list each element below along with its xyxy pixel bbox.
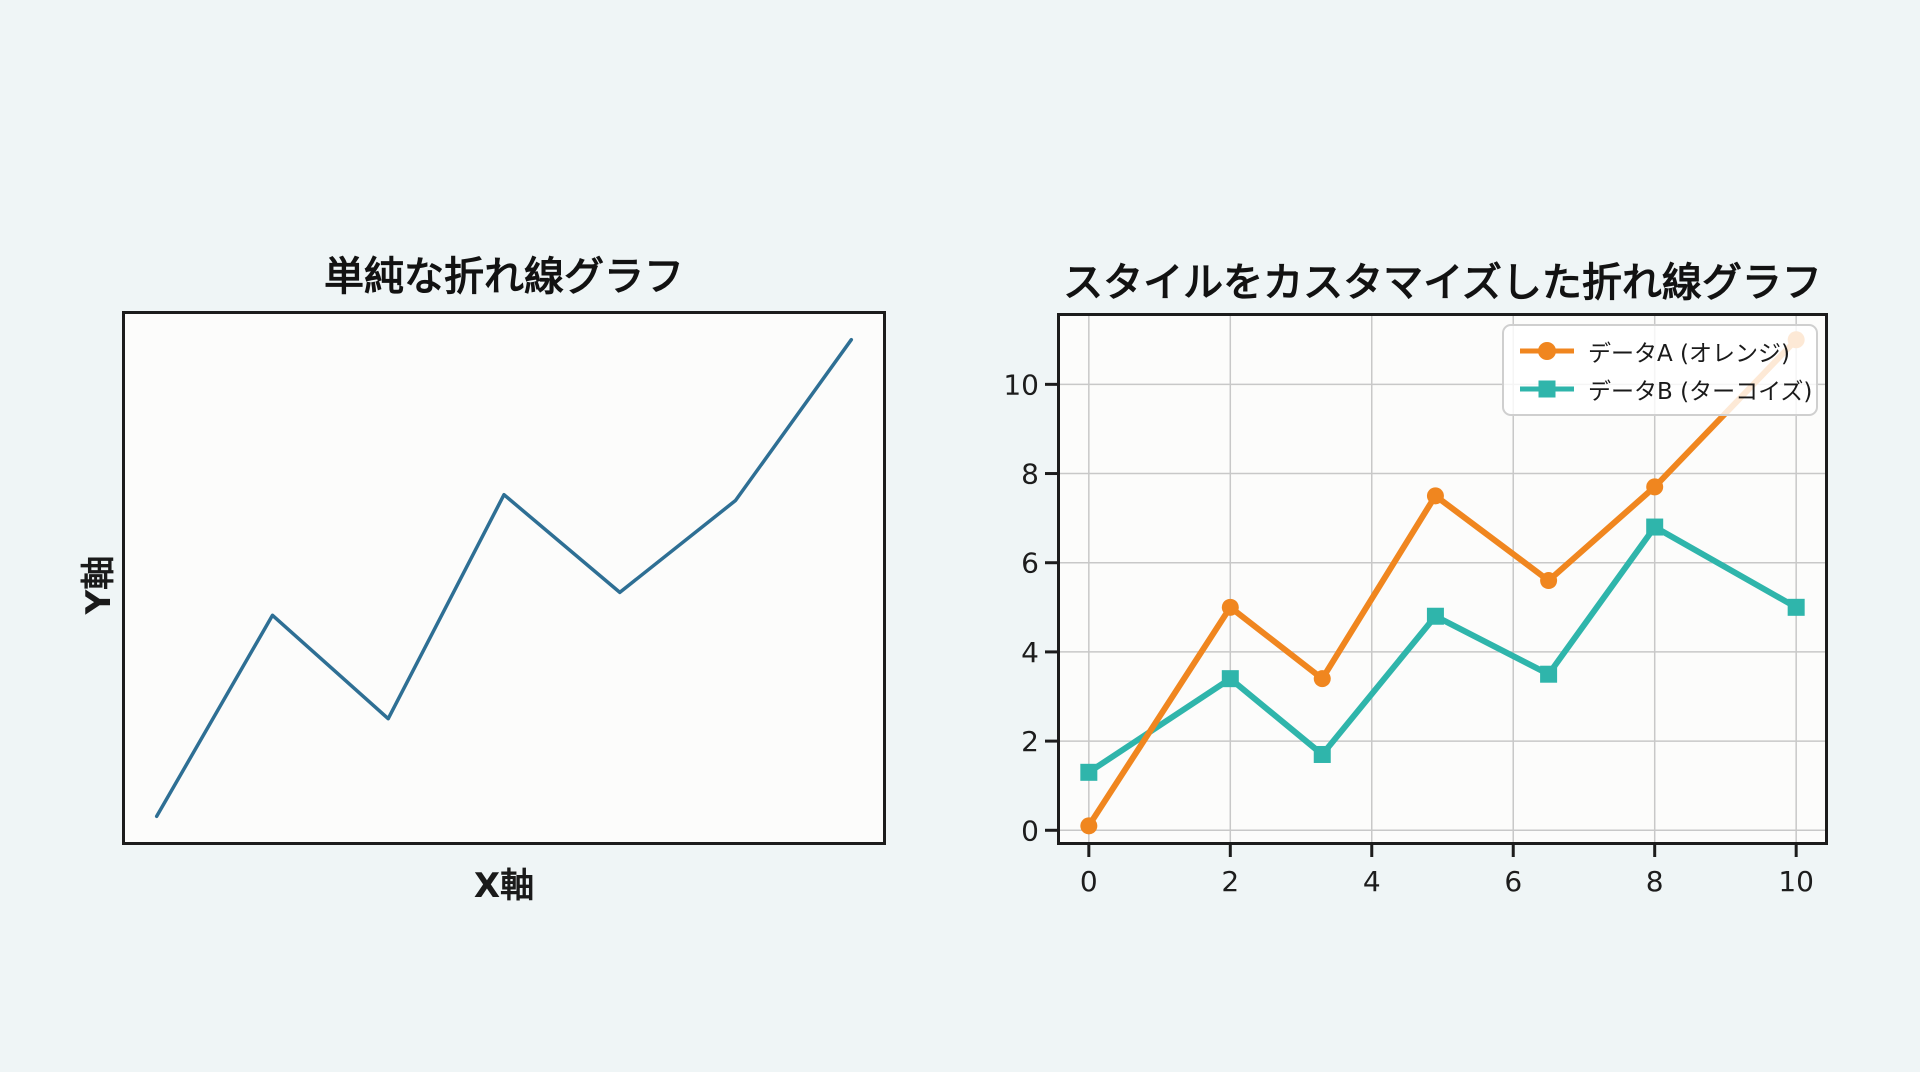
series-a-legend-marker-icon: [1520, 342, 1574, 360]
data-point-marker: [1540, 572, 1558, 590]
left-chart-svg: [122, 311, 886, 845]
series-b-legend-marker-icon: [1520, 380, 1574, 398]
data-point-marker: [1221, 598, 1239, 616]
x-tick-label: 2: [1221, 865, 1239, 898]
data-point-marker: [1313, 745, 1331, 763]
data-point-marker: [1080, 817, 1098, 835]
data-point-marker: [1426, 607, 1444, 625]
legend-item-series-b: データB (ターコイズ): [1518, 372, 1812, 406]
data-point-marker: [1646, 478, 1664, 496]
data-point-marker: [1646, 518, 1664, 536]
y-tick-label: 0: [1021, 814, 1039, 847]
left-plot-area: [122, 311, 886, 845]
right-plot-border: [1057, 313, 1828, 845]
data-point-marker: [1313, 670, 1331, 688]
x-tick-label: 4: [1363, 865, 1381, 898]
legend-item-series-a: データA (オレンジ): [1518, 334, 1802, 368]
x-tick-label: 6: [1504, 865, 1522, 898]
legend-label-series-b: データB (ターコイズ): [1588, 379, 1813, 405]
y-tick-label: 10: [1003, 368, 1039, 401]
simple-line-series: [154, 337, 854, 819]
y-tick-label: 4: [1021, 636, 1039, 669]
chart-legend: データA (オレンジ) データB (ターコイズ): [1502, 324, 1818, 416]
y-tick-label: 8: [1021, 458, 1039, 491]
left-chart-title: 単純な折れ線グラフ: [324, 254, 684, 300]
y-tick-label: 2: [1021, 725, 1039, 758]
x-tick-label: 0: [1080, 865, 1098, 898]
y-tick-label: 6: [1021, 547, 1039, 580]
left-x-axis-label: X軸: [473, 866, 535, 906]
left-y-axis-label: Y軸: [78, 555, 119, 615]
legend-label-series-a: データA (オレンジ): [1588, 341, 1790, 367]
x-tick-label: 8: [1646, 865, 1664, 898]
series-line: [1085, 524, 1800, 776]
data-point-marker: [1540, 665, 1558, 683]
right-chart-title: スタイルをカスタマイズした折れ線グラフ: [1063, 260, 1822, 306]
data-point-marker: [1221, 670, 1239, 688]
data-point-marker: [1426, 487, 1444, 505]
left-plot-border: [122, 311, 886, 845]
data-point-marker: [1080, 763, 1098, 781]
data-point-marker: [1787, 598, 1805, 616]
x-tick-label: 10: [1778, 865, 1814, 898]
